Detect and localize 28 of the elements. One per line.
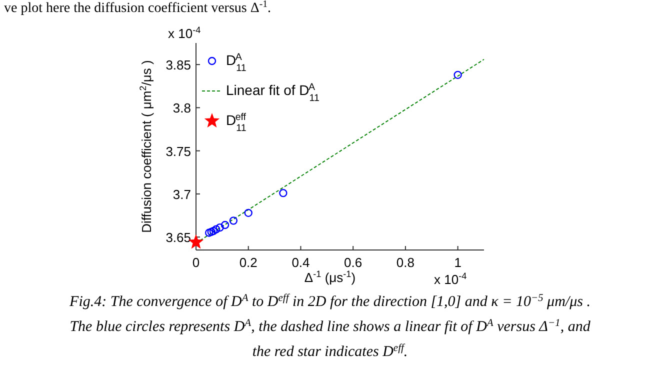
text: x 10$^{-4}$ [168,25,201,41]
x-tick-label: 0.2 [239,255,258,270]
y-tick-label: 3.85 [166,58,191,73]
point [212,225,220,234]
text: ve plot here the diffusion coefficient versus Δ$^{-1}$. [4,0,272,16]
x-axis-title: Δ$^{-1}$ (μs$^{-1}$) [304,269,356,285]
point [207,228,216,236]
y-tick-label: 3.7 [172,186,191,202]
y-tick-label: 3.75 [166,144,191,159]
y-tick-label: 3.8 [172,100,191,116]
text: The blue circles represents D$^{A}$, the dashed line shows a linear fit of D$^{A}$ versus Δ$^{−1}$, and [70,318,591,335]
x-tick-label: 0.4 [292,255,310,270]
caption: Fig.4: The convergence of D$^{A}$ to D$^{eff}$ in 2D for the direction [1,0] and κ = 10$^{−5}$ μm/μs . [68,292,590,310]
x-tick-label: 1 [454,255,462,270]
point [279,188,288,198]
point [244,208,252,218]
text: x 10$^{-4}$ [434,271,467,287]
text: the red star indicates D$^{eff}$. [252,342,408,360]
y-tick-label: 3.65 [166,230,191,246]
x-tick-label: 0.8 [396,255,414,270]
x-tick-label: 0.6 [344,255,362,270]
point [229,216,238,225]
point [216,223,224,232]
point [204,228,214,237]
point [220,220,230,230]
point [209,226,218,236]
x-tick-label: 0 [192,255,200,270]
point [454,70,462,80]
